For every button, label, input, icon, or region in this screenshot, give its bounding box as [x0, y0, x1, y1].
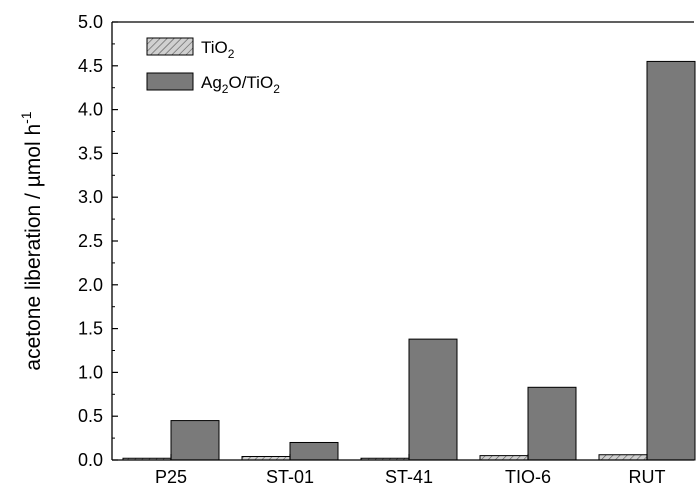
axes-group: 0.0 0.5 1.0 1.5 2.0 2.5 3.0 3.5 4.0 4.5 5.0 P25 ST-0…	[78, 12, 694, 487]
legend-label-tio2: TiO2	[201, 38, 235, 61]
x-tick-label: P25	[155, 467, 187, 487]
x-tick-label: TIO-6	[505, 467, 551, 487]
y-tick-label: 3.0	[78, 187, 103, 207]
y-tick-label: 4.5	[78, 56, 103, 76]
bar-ag2o-tio2-tio-6	[527, 386, 577, 461]
y-tick-label: 2.0	[78, 275, 103, 295]
y-tick-label: 2.5	[78, 231, 103, 251]
bar-ag2o-tio2-st-41	[408, 338, 458, 461]
legend: TiO2 Ag2O/TiO2	[146, 37, 280, 96]
y-tick-label: 4.0	[78, 100, 103, 120]
legend-swatch-tio2	[146, 37, 194, 56]
y-tick-label: 3.5	[78, 143, 103, 163]
bar-tio2-tio-6	[479, 455, 529, 461]
y-tick-label: 1.0	[78, 362, 103, 382]
x-tick-label: ST-41	[385, 467, 433, 487]
y-tick-label: 0.0	[78, 450, 103, 470]
bars-group	[122, 60, 696, 461]
bar-tio2-rut	[598, 454, 648, 461]
y-axis-label: acetone liberation / µmol h-1	[18, 111, 45, 370]
bar-ag2o-tio2-p25	[170, 420, 220, 461]
x-tick-label: ST-01	[266, 467, 314, 487]
bar-ag2o-tio2-st-01	[289, 441, 339, 461]
legend-label-ag2o-tio2: Ag2O/TiO2	[201, 73, 280, 96]
y-tick-label: 1.5	[78, 319, 103, 339]
y-tick-label: 0.5	[78, 406, 103, 426]
legend-swatch-ag2o-tio2	[146, 72, 194, 91]
y-tick-label: 5.0	[78, 12, 103, 32]
bar-ag2o-tio2-rut	[646, 60, 696, 461]
x-tick-label: RUT	[629, 467, 666, 487]
